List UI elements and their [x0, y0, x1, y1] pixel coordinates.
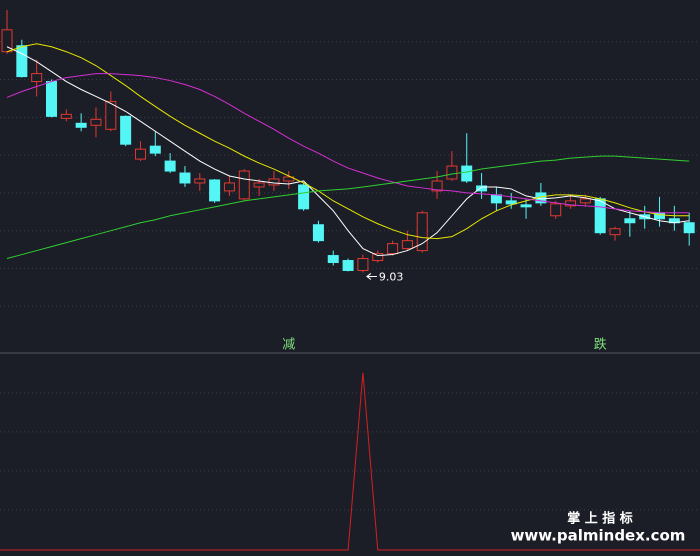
candle-body [253, 182, 265, 188]
indicator-line [6, 155, 690, 260]
candle-body [134, 148, 146, 160]
candle-body [149, 145, 161, 154]
candle-body [579, 198, 591, 204]
candle-body [75, 122, 87, 128]
candle-body [60, 113, 72, 119]
candle-body [45, 81, 57, 117]
candle-body [179, 172, 191, 184]
annotation-arrow [366, 273, 377, 280]
candle-body [624, 218, 636, 224]
candle-body [490, 194, 502, 204]
signal-label: 减 [282, 338, 295, 353]
indicator-line [6, 46, 690, 257]
candle-body [476, 185, 488, 192]
candle-body [520, 204, 532, 208]
candle-body [283, 176, 295, 182]
candle-body [683, 222, 695, 234]
candle-body [387, 243, 399, 255]
candle-body [238, 170, 250, 200]
watermark-url: www.palmindex.com [511, 527, 686, 545]
candle-body [609, 228, 621, 236]
candle-body [120, 115, 132, 145]
candle-body [505, 200, 517, 205]
candle-body [312, 224, 324, 242]
candle-body [446, 165, 458, 180]
indicator-line [6, 43, 690, 240]
candle-body [550, 203, 562, 217]
watermark-title: 掌 上 指 标 [567, 511, 633, 527]
candle-body [357, 258, 369, 271]
candle-body [16, 45, 28, 78]
candle-body [342, 260, 354, 271]
indicator-line [6, 73, 690, 214]
candle-body [209, 179, 221, 202]
indicator-line [7, 372, 690, 551]
candle-body [461, 165, 473, 182]
candle-body [431, 180, 443, 192]
signal-label: 跌 [594, 337, 607, 353]
candle-body [298, 184, 310, 210]
candle-body [31, 73, 43, 83]
candle-body [268, 178, 280, 186]
candle-body [164, 160, 176, 172]
candle-body [223, 182, 235, 192]
candle-body [594, 198, 606, 234]
annotation-label: 9.03 [379, 270, 404, 283]
candle-body [90, 118, 102, 126]
candle-body [565, 200, 577, 207]
candle-body [194, 178, 206, 184]
candle-body [105, 100, 117, 130]
candle-body [327, 255, 339, 264]
candle-body [416, 212, 428, 252]
candle-body [372, 253, 384, 262]
candle-body [401, 240, 413, 250]
